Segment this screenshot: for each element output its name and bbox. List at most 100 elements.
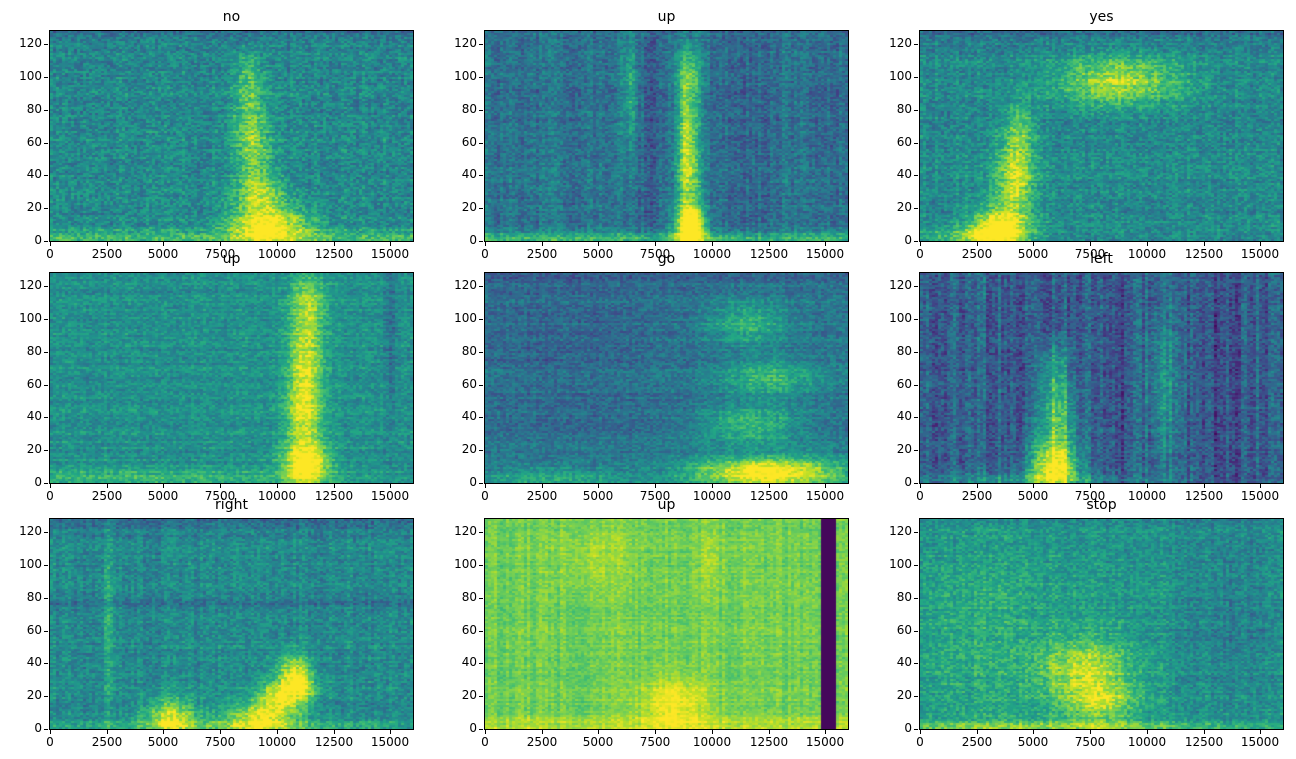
x-tick-mark (920, 730, 921, 734)
y-tick-label: 40 (461, 409, 477, 423)
x-tick-label: 0 (46, 247, 54, 261)
y-tick-label: 0 (34, 721, 42, 735)
y-tick-mark (44, 696, 48, 697)
x-tick-mark (920, 242, 921, 246)
x-tick-mark (50, 242, 51, 246)
y-tick-mark (914, 143, 918, 144)
spectrogram-canvas (920, 519, 1283, 729)
y-tick-mark (914, 565, 918, 566)
y-tick-label: 40 (26, 167, 42, 181)
x-tick-label: 5000 (1017, 247, 1049, 261)
y-tick-label: 60 (26, 135, 42, 149)
y-tick-label: 20 (26, 442, 42, 456)
x-tick-mark (390, 242, 391, 246)
y-tick-mark (44, 110, 48, 111)
y-tick-mark (914, 417, 918, 418)
y-tick-mark (914, 450, 918, 451)
y-tick-mark (479, 143, 483, 144)
y-tick-mark (44, 352, 48, 353)
y-tick-label: 20 (896, 688, 912, 702)
y-tick-mark (914, 44, 918, 45)
y-tick-label: 80 (896, 344, 912, 358)
x-tick-label: 2500 (961, 735, 993, 749)
x-tick-label: 0 (481, 247, 489, 261)
x-tick-mark (977, 484, 978, 488)
x-tick-mark (390, 484, 391, 488)
y-tick-mark (44, 385, 48, 386)
x-tick-mark (485, 730, 486, 734)
y-tick-mark (914, 663, 918, 664)
x-tick-mark (334, 484, 335, 488)
y-tick-mark (44, 208, 48, 209)
x-tick-mark (712, 484, 713, 488)
plot-area (484, 518, 849, 730)
y-tick-mark (479, 385, 483, 386)
y-tick-mark (479, 77, 483, 78)
subplot-title: no (222, 9, 241, 25)
y-tick-label: 100 (454, 311, 477, 325)
y-tick-label: 100 (454, 557, 477, 571)
y-tick-label: 80 (26, 590, 42, 604)
y-tick-mark (914, 385, 918, 386)
y-tick-label: 80 (461, 344, 477, 358)
y-tick-label: 120 (19, 524, 42, 538)
y-tick-mark (914, 352, 918, 353)
y-tick-label: 80 (896, 590, 912, 604)
y-tick-label: 120 (19, 36, 42, 50)
y-tick-label: 100 (889, 69, 912, 83)
x-tick-label: 2500 (91, 489, 123, 503)
subplot-up-2: up 0 2500 5000 7500 10000 12500 15000 0 20 40 60 80… (19, 251, 414, 503)
x-tick-mark (50, 730, 51, 734)
y-tick-mark (479, 696, 483, 697)
y-tick-label: 100 (889, 311, 912, 325)
x-tick-label: 12500 (314, 735, 354, 749)
x-tick-label: 15000 (370, 489, 410, 503)
spectrogram-canvas (920, 31, 1283, 241)
y-tick-label: 0 (34, 475, 42, 489)
y-tick-label: 40 (896, 655, 912, 669)
y-tick-label: 120 (889, 524, 912, 538)
x-tick-label: 10000 (257, 489, 297, 503)
subplot-go: go 0 2500 5000 7500 10000 12500 15000 0 20 40 60 80… (454, 251, 849, 503)
x-tick-label: 7500 (639, 735, 671, 749)
y-tick-mark (44, 631, 48, 632)
x-tick-label: 10000 (1127, 735, 1167, 749)
x-tick-mark (220, 242, 221, 246)
x-tick-mark (107, 730, 108, 734)
x-tick-mark (1260, 242, 1261, 246)
x-tick-mark (1147, 242, 1148, 246)
x-tick-label: 15000 (1240, 735, 1280, 749)
x-tick-label: 10000 (257, 247, 297, 261)
x-tick-label: 10000 (1127, 489, 1167, 503)
x-tick-mark (163, 242, 164, 246)
y-tick-mark (44, 77, 48, 78)
x-tick-label: 12500 (749, 735, 789, 749)
spectrogram-canvas (50, 273, 413, 483)
y-tick-mark (44, 532, 48, 533)
y-tick-mark (44, 143, 48, 144)
spectrogram-canvas (485, 31, 848, 241)
y-tick-label: 20 (461, 200, 477, 214)
subplot-right: right 0 2500 5000 7500 10000 12500 15000 0 20 40 6… (19, 497, 414, 749)
subplot-title: up (222, 251, 241, 267)
x-tick-label: 7500 (204, 247, 236, 261)
x-tick-mark (1033, 242, 1034, 246)
spectrogram-canvas (485, 273, 848, 483)
x-tick-label: 5000 (1017, 489, 1049, 503)
x-tick-label: 15000 (1240, 489, 1280, 503)
y-tick-label: 60 (461, 377, 477, 391)
x-tick-label: 12500 (1184, 247, 1224, 261)
plot-area (919, 518, 1284, 730)
x-tick-label: 15000 (1240, 247, 1280, 261)
y-tick-label: 80 (26, 102, 42, 116)
subplot-title: stop (1086, 497, 1117, 513)
y-tick-label: 0 (904, 721, 912, 735)
y-tick-mark (44, 565, 48, 566)
x-tick-mark (163, 730, 164, 734)
y-tick-label: 40 (461, 655, 477, 669)
x-tick-label: 7500 (639, 247, 671, 261)
x-tick-label: 5000 (582, 735, 614, 749)
x-tick-label: 12500 (749, 489, 789, 503)
y-tick-mark (479, 729, 483, 730)
subplot-yes: yes 0 2500 5000 7500 10000 12500 15000 0 20 40 60 8… (889, 9, 1284, 261)
